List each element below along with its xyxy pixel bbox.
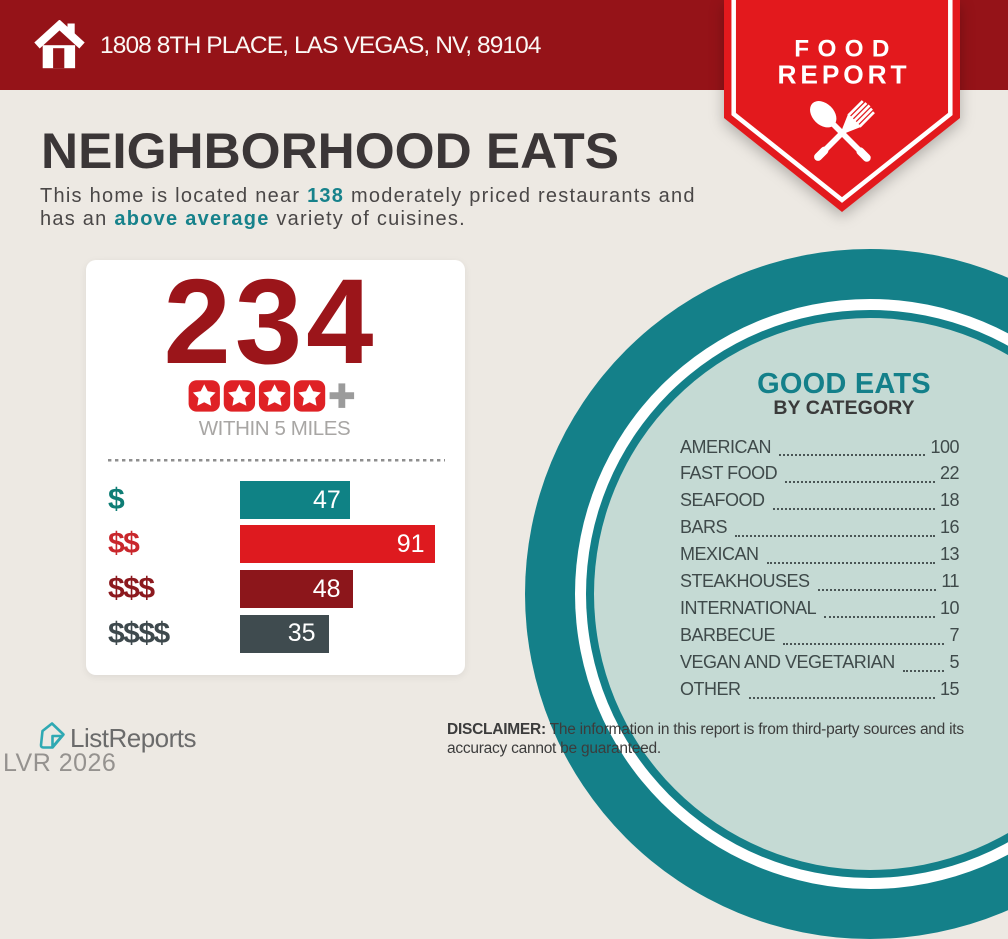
svg-text:FOOD: FOOD [794, 36, 897, 63]
svg-text:REPORT: REPORT [778, 59, 911, 89]
